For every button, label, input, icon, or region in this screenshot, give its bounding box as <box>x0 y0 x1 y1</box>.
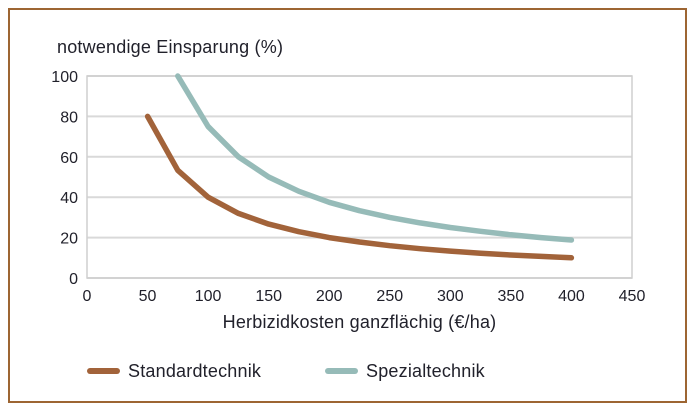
legend-label-standardtechnik: Standardtechnik <box>128 360 262 381</box>
x-tick-label-350: 350 <box>498 288 525 305</box>
y-tick-label-0: 0 <box>69 271 78 288</box>
plot-area: 0 20 40 60 80 100 0 50 100 150 200 250 300 350 400 450 <box>51 69 646 305</box>
x-tick-label-300: 300 <box>437 288 464 305</box>
y-tick-label-100: 100 <box>51 69 78 86</box>
y-tick-label-20: 20 <box>60 231 78 248</box>
legend-item-standardtechnik: Standardtechnik <box>87 360 261 382</box>
x-tick-label-150: 150 <box>255 288 282 305</box>
y-tick-label-40: 40 <box>60 190 78 207</box>
plot-border <box>86 75 633 279</box>
series-line-spezialtechnik <box>175 73 575 243</box>
series-line-standardtechnik <box>144 113 575 261</box>
x-tick-label-450: 450 <box>619 288 646 305</box>
legend-label-spezialtechnik: Spezialtechnik <box>366 360 485 381</box>
x-axis-title: Herbizidkosten ganzflächig (€/ha) <box>222 312 497 332</box>
chart-title: notwendige Einsparung (%) <box>57 37 284 57</box>
x-tick-label-200: 200 <box>316 288 343 305</box>
legend-swatch-standardtechnik-icon <box>87 368 120 374</box>
x-tick-label-400: 400 <box>558 288 585 305</box>
legend: Standardtechnik Spezialtechnik <box>0 360 699 382</box>
legend-swatch-spezialtechnik-icon <box>325 368 358 374</box>
legend-item-spezialtechnik: Spezialtechnik <box>325 360 485 382</box>
x-tick-label-0: 0 <box>83 288 92 305</box>
x-tick-label-50: 50 <box>139 288 157 305</box>
y-tick-label-80: 80 <box>60 109 78 126</box>
x-tick-label-250: 250 <box>376 288 403 305</box>
y-tick-label-60: 60 <box>60 150 78 167</box>
x-tick-label-100: 100 <box>195 288 222 305</box>
